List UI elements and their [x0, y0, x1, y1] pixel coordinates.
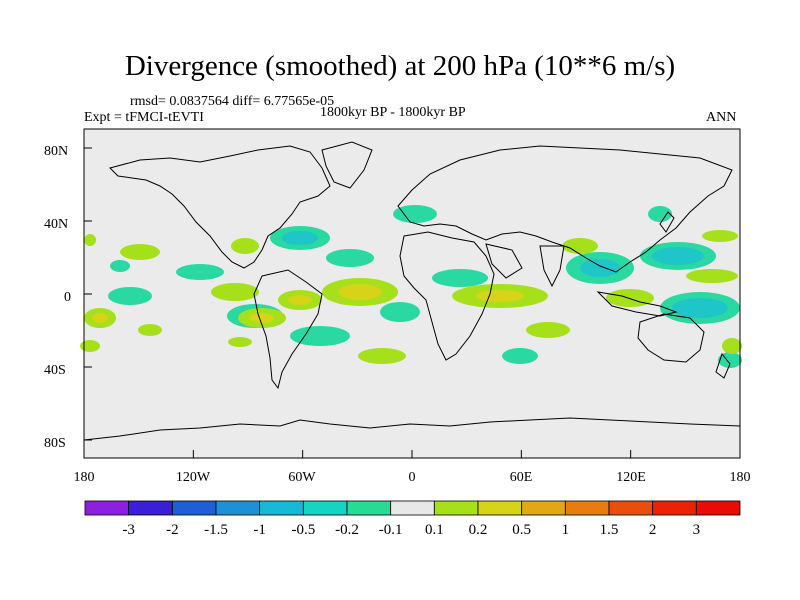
colorbar-box [564, 500, 610, 516]
colorbar [84, 500, 741, 516]
colorbar-labels: -3 -2 -1.5 -1 -0.5 -0.2 -0.1 0.1 0.2 0.5 1 1.5 2 3 [122, 522, 700, 538]
patch [231, 238, 259, 254]
coast-india [539, 245, 565, 288]
patch [702, 230, 738, 242]
plot-title: Divergence (smoothed) at 200 hPa (10**6 … [124, 50, 676, 82]
coastlines [83, 141, 741, 441]
patch [120, 244, 160, 260]
x-tick: 120W [176, 470, 211, 485]
patch [672, 298, 728, 318]
colorbar-label: 0.1 [425, 522, 444, 538]
colorbar-label: 0.5 [512, 522, 531, 538]
colorbar-label: 1.5 [600, 522, 619, 538]
colorbar-box [128, 500, 173, 516]
patch [526, 322, 570, 338]
coast-new-zealand [715, 352, 731, 379]
patch [228, 337, 252, 347]
colorbar-box [259, 500, 304, 516]
colorbar-label: 1 [562, 522, 570, 538]
coast-north-america [109, 145, 331, 269]
patch [211, 283, 259, 301]
colorbar-label: 3 [693, 522, 701, 538]
patch [502, 348, 538, 364]
y-tick: 40S [44, 363, 66, 378]
colorbar-label: -2 [166, 522, 179, 538]
experiment-label: Expt = tFMCI-tEVTI [84, 110, 204, 125]
x-tick: 120E [616, 470, 646, 485]
colorbar-label: -3 [122, 522, 135, 538]
colorbar-box [390, 500, 435, 516]
patch [393, 205, 437, 223]
colorbar-box [302, 500, 348, 516]
patch [380, 302, 420, 322]
patch [250, 313, 274, 323]
patch [176, 264, 224, 280]
colorbar-box [477, 500, 523, 516]
coast-arabia [485, 243, 523, 279]
y-tick: 40N [44, 217, 68, 232]
patch [326, 249, 374, 267]
colorbar-label: -1.5 [204, 522, 228, 538]
colorbar-box [652, 500, 697, 516]
patch [92, 313, 108, 323]
x-tick: 180 [74, 470, 95, 485]
patch [652, 247, 704, 265]
colorbar-label: 0.2 [469, 522, 488, 538]
patch [288, 295, 312, 305]
x-tick: 60W [288, 470, 316, 485]
patch [80, 340, 100, 352]
patch [686, 269, 738, 283]
patch [722, 338, 742, 354]
coast-eurasia [397, 145, 733, 273]
patch [138, 324, 162, 336]
patch [110, 260, 130, 272]
patch [84, 234, 96, 246]
patch [580, 259, 620, 277]
tick-marks [83, 147, 741, 458]
coast-africa [399, 231, 495, 361]
patch [290, 326, 350, 346]
patch [648, 206, 672, 222]
patch [476, 290, 524, 302]
colorbar-box [608, 500, 654, 516]
period-label: 1800kyr BP - 1800kyr BP [320, 105, 466, 120]
patch [108, 287, 152, 305]
x-tick: 0 [409, 470, 416, 485]
colorbar-box [171, 500, 217, 516]
patch [338, 284, 382, 300]
colorbar-label: -0.5 [291, 522, 315, 538]
x-tick: 60E [510, 470, 533, 485]
patch [562, 238, 598, 254]
y-tick: 80S [44, 436, 66, 451]
coast-greenland [321, 141, 373, 189]
colorbar-box [695, 500, 741, 516]
x-tick: 180 [730, 470, 751, 485]
y-tick: 0 [64, 290, 71, 305]
y-tick: 80N [44, 144, 68, 159]
patch [432, 269, 488, 287]
coast-japan [659, 211, 675, 233]
colorbar-box [84, 500, 130, 516]
colorbar-label: -0.1 [379, 522, 403, 538]
patch [606, 289, 654, 307]
colorbar-label: -1 [253, 522, 266, 538]
coast-australia [637, 313, 705, 363]
colorbar-box [346, 500, 392, 516]
coast-indonesia [596, 291, 678, 317]
patch [358, 348, 406, 364]
coast-antarctica [83, 417, 741, 441]
colorbar-box [215, 500, 261, 516]
colorbar-box [521, 500, 566, 516]
season-label: ANN [706, 110, 737, 125]
stats-label: rmsd= 0.0837564 diff= 6.77565e-05 [130, 94, 335, 109]
colorbar-label: -0.2 [335, 522, 359, 538]
patch [282, 231, 318, 245]
colorbar-box [433, 500, 479, 516]
colorbar-label: 2 [649, 522, 657, 538]
coast-south-america [253, 269, 323, 390]
